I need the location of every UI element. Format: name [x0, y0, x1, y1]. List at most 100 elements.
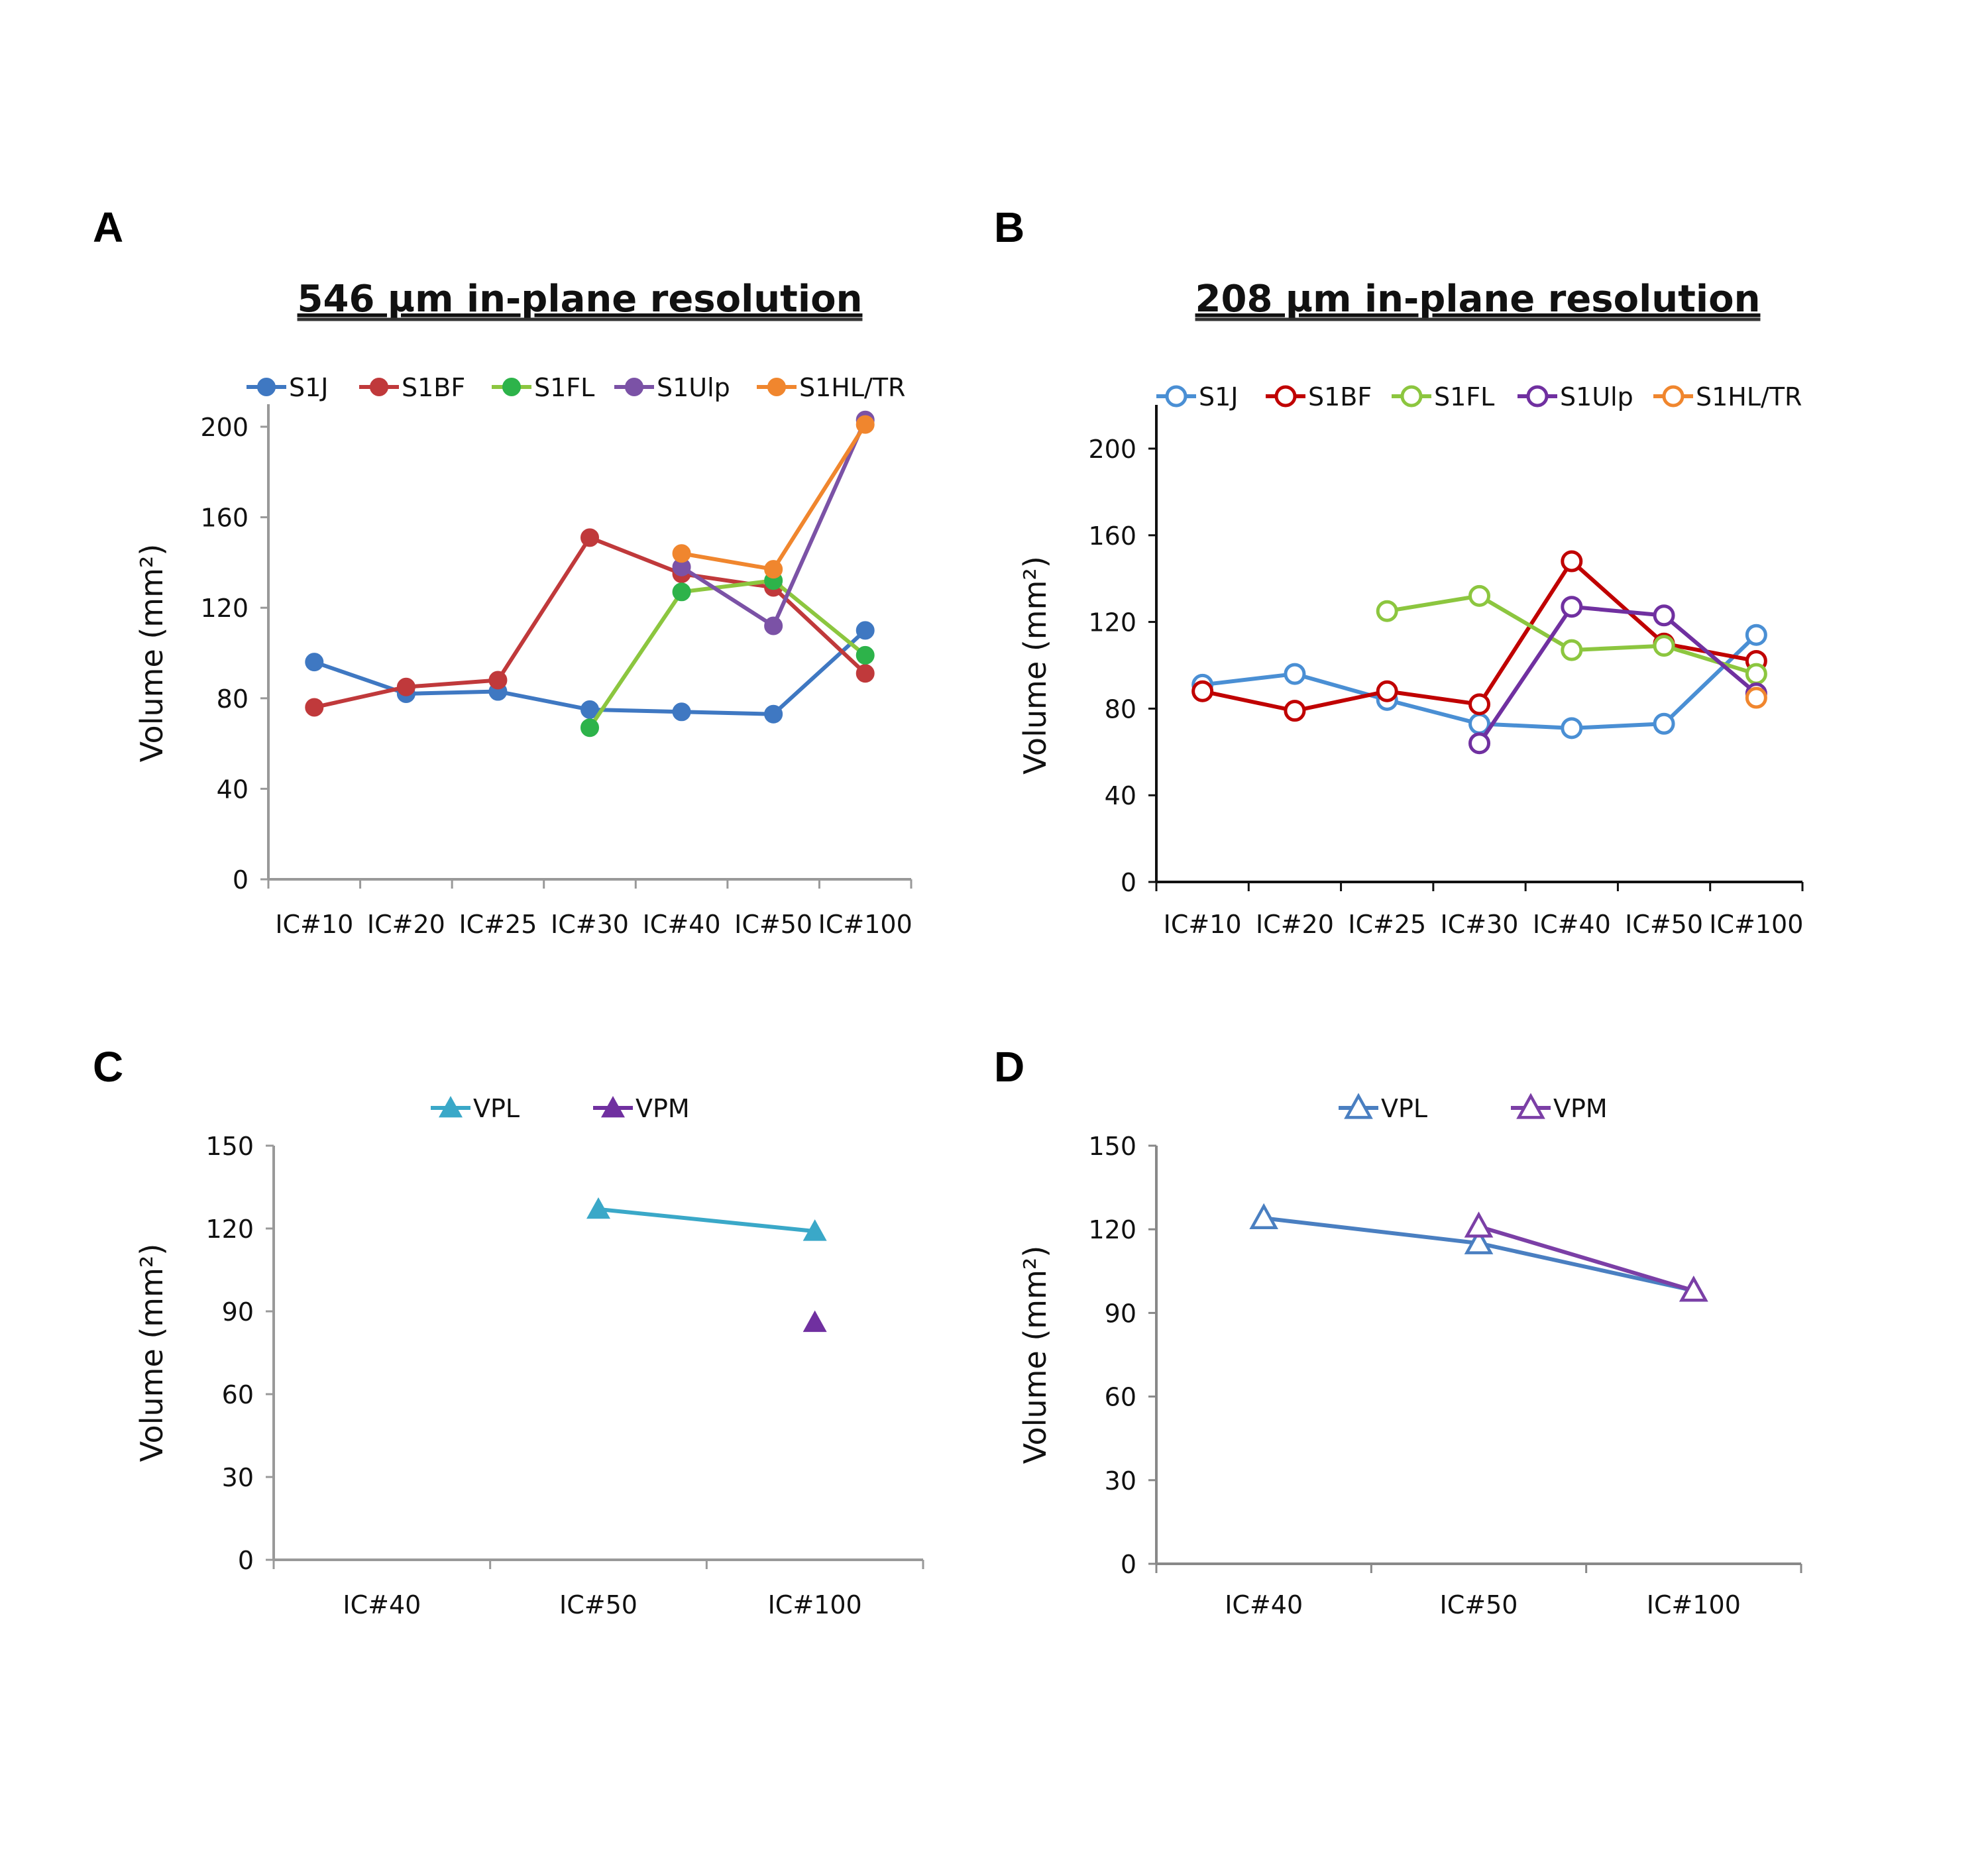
legend-item: VPL	[431, 1094, 520, 1123]
series-vpm	[1464, 1211, 1708, 1302]
legend-label: S1J	[1199, 382, 1239, 411]
legend-label: S1J	[289, 373, 329, 402]
series-s1hl-tr	[672, 415, 875, 579]
series-line-segment	[679, 551, 776, 572]
series-line-segment	[312, 684, 408, 710]
data-point	[396, 677, 415, 696]
panel-letter: B	[994, 203, 1024, 251]
data-point	[305, 698, 324, 717]
data-point	[1191, 680, 1214, 702]
legend-item: VPL	[1339, 1093, 1427, 1123]
y-tick-label: 160	[200, 504, 248, 533]
legend-marker-icon	[1400, 385, 1423, 408]
x-tick-label: IC#20	[1256, 910, 1334, 939]
legend-marker-icon	[601, 1096, 625, 1118]
series-line-segment	[1477, 604, 1574, 745]
series-s1bf	[305, 528, 875, 717]
data-point	[764, 704, 783, 724]
x-tick-label: IC#50	[559, 1590, 637, 1619]
legend-marker-icon	[1344, 1093, 1373, 1119]
x-tick-label: IC#50	[1625, 910, 1703, 939]
y-tick-label: 90	[1105, 1299, 1136, 1328]
data-point	[764, 560, 783, 579]
series-line-segment	[1662, 613, 1759, 696]
legend-item: VPM	[1511, 1093, 1608, 1123]
data-point	[1745, 686, 1767, 709]
x-tick-label: IC#100	[1709, 910, 1803, 939]
x-tick-label: IC#30	[551, 910, 629, 939]
x-tick-label: IC#50	[1440, 1590, 1518, 1619]
y-tick-label: 40	[217, 775, 248, 804]
series-line-segment	[588, 707, 684, 714]
series-line-segment	[588, 535, 684, 576]
series-line-segment	[1569, 604, 1667, 618]
y-tick-label: 60	[222, 1380, 254, 1409]
data-point	[856, 664, 875, 683]
legend-label: S1BF	[1308, 382, 1372, 411]
series-line-segment	[496, 689, 592, 712]
series-line-segment	[1569, 643, 1667, 653]
data-point	[1561, 550, 1583, 573]
data-point	[1464, 1228, 1494, 1254]
data-point	[856, 415, 875, 434]
series-s1j	[1191, 624, 1767, 739]
series-line-segment	[1569, 722, 1667, 730]
series-line-segment	[679, 578, 776, 594]
series-line-segment	[771, 417, 867, 628]
series-vpm	[802, 1310, 827, 1333]
y-tick-label: 120	[200, 594, 248, 623]
legend-item: S1BF	[359, 373, 465, 402]
y-tick-label: 40	[1105, 781, 1136, 810]
x-tick-label: IC#25	[1348, 910, 1426, 939]
x-tick-label: IC#40	[643, 910, 721, 939]
legend-label: S1Ulp	[657, 373, 730, 402]
series-line-segment	[588, 590, 684, 730]
series-line-segment	[1569, 559, 1667, 646]
chart-panel-c: C 0 30 60 90 120 150 IC#40 IC#50 IC#100 Volume (mm…	[93, 1043, 924, 1619]
legend-marker-icon	[1165, 385, 1187, 408]
y-tick-label: 200	[200, 413, 248, 442]
data-point	[305, 653, 324, 672]
data-point	[672, 702, 691, 722]
legend-item: S1BF	[1266, 382, 1372, 411]
series-line-segment	[1292, 689, 1390, 713]
data-point	[1249, 1203, 1278, 1230]
series-s1bf	[1191, 550, 1767, 722]
series-line-segment	[771, 422, 867, 572]
legend-item: VPM	[593, 1094, 690, 1123]
legend-marker-icon	[767, 378, 786, 396]
x-tick-label: IC#25	[459, 910, 537, 939]
data-point	[802, 1219, 827, 1241]
series-s1hl-tr	[1745, 686, 1767, 709]
legend-marker-icon	[502, 378, 521, 396]
x-tick-label: IC#10	[1164, 910, 1242, 939]
y-tick-label: 30	[1105, 1466, 1136, 1496]
data-point	[1653, 604, 1675, 627]
legend-label: S1HL/TR	[1696, 382, 1802, 411]
series-line-segment	[1476, 1224, 1696, 1293]
chart-panel-d: D 0 30 60 90 120 150 IC#40 IC#50 IC#100 Volume (mm…	[994, 1043, 1802, 1619]
series-line-segment	[1262, 1216, 1481, 1246]
x-tick-label: IC#40	[1533, 910, 1611, 939]
chart-panel-a: A 546 µm in-plane resolution 0 40 80 120 160 20…	[93, 203, 912, 939]
y-tick-label: 0	[1121, 1550, 1136, 1579]
panel-letter: A	[93, 203, 123, 251]
legend-label: VPL	[473, 1094, 520, 1123]
series-line-segment	[679, 710, 776, 716]
data-point	[1561, 639, 1583, 661]
legend-label: S1FL	[534, 373, 594, 402]
data-point	[672, 544, 691, 563]
x-tick-label: IC#10	[275, 910, 353, 939]
data-point	[1468, 732, 1490, 755]
series-line-segment	[1662, 643, 1759, 677]
series-line-segment	[596, 1207, 817, 1234]
data-point	[586, 1197, 610, 1219]
y-tick-label: 200	[1088, 435, 1136, 464]
series-vpl	[586, 1197, 827, 1241]
series-line-segment	[404, 689, 500, 696]
data-point	[1679, 1276, 1708, 1302]
data-point	[1284, 700, 1306, 722]
series-line-segment	[679, 565, 776, 628]
x-tick-label: IC#40	[1225, 1590, 1303, 1619]
series-line-segment	[496, 535, 592, 683]
